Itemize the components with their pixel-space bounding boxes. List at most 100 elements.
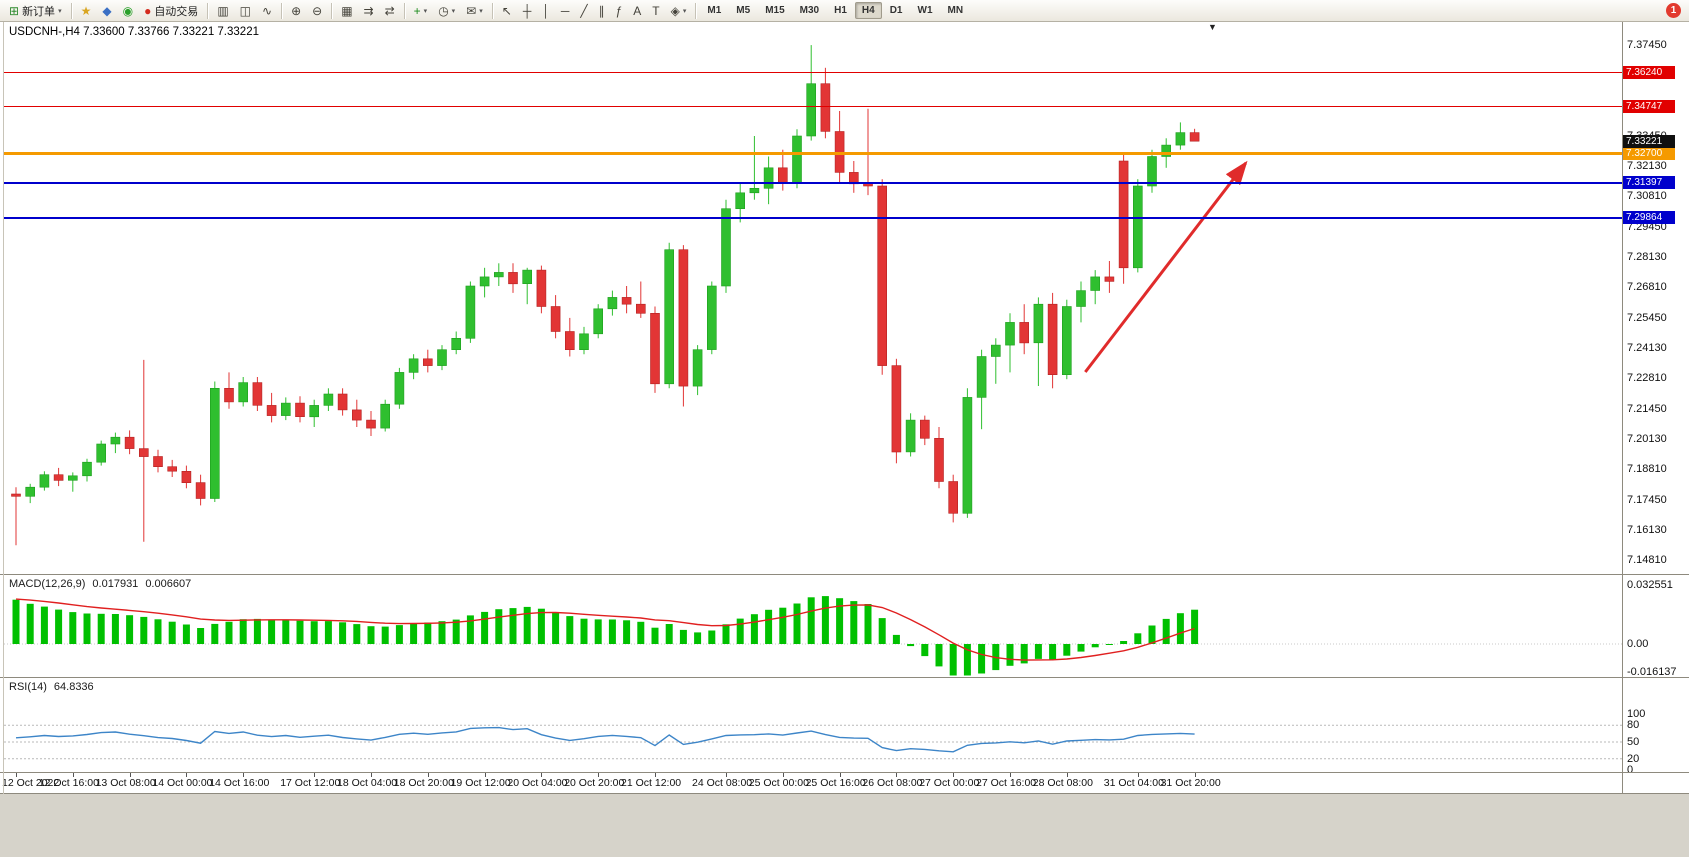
macd-histogram-bar [1162, 618, 1170, 644]
timeframe-button-w1[interactable]: W1 [917, 5, 933, 16]
time-axis-label: 18 Oct 04:00 [337, 777, 398, 789]
timeframe-button-mn[interactable]: MN [947, 5, 964, 16]
timeframe-button-m5[interactable]: M5 [736, 5, 751, 16]
candle-body [124, 436, 135, 449]
candle-body [422, 358, 433, 366]
candle-body [664, 249, 675, 385]
candle-body [82, 461, 92, 477]
periods-button[interactable]: ◷ ▾ [433, 2, 460, 20]
horizontal-line-object[interactable] [4, 181, 1622, 184]
indicators-button[interactable]: + ▾ [409, 2, 433, 20]
price-axis-label: 7.24130 [1627, 341, 1667, 354]
rsi-name: RSI(14) [9, 681, 47, 693]
chart-shift-button[interactable]: ⇄ [380, 2, 400, 20]
favorites-icon[interactable]: ★ [76, 2, 97, 20]
channel-icon: ∥ [598, 3, 605, 18]
time-axis-tick [726, 773, 727, 777]
macd-histogram-bar [1063, 644, 1071, 656]
time-axis-label: 27 Oct 16:00 [976, 777, 1037, 789]
cursor-button[interactable]: ↖ [497, 2, 517, 20]
timeframe-button-m30[interactable]: M30 [799, 5, 820, 16]
candlestick-chart-button[interactable]: ◫ [235, 2, 256, 20]
auto-scroll-button[interactable]: ⇉ [359, 2, 379, 20]
fibonacci-button[interactable]: ƒ [611, 2, 628, 20]
bar-chart-button[interactable]: ▥ [212, 2, 233, 20]
macd-histogram-bar [580, 618, 588, 644]
price-line-badge: 7.32700 [1623, 146, 1675, 160]
contacts-icon[interactable]: ◆ [97, 2, 116, 20]
label-button[interactable]: T [647, 2, 664, 20]
timeframe-button-h1[interactable]: H1 [834, 5, 847, 16]
horizontal-line-object[interactable] [4, 72, 1622, 74]
horizontal-line-button[interactable]: ─ [556, 2, 575, 20]
horizontal-line-object[interactable] [4, 106, 1622, 108]
candle-body [621, 297, 632, 305]
candle-body [763, 167, 774, 189]
zoom-in-button[interactable]: ⊕ [286, 2, 306, 20]
time-axis-tick [484, 773, 486, 777]
notification-badge[interactable]: 1 [1666, 3, 1681, 18]
trendline-button[interactable]: ╱ [575, 2, 592, 20]
panel-separator[interactable] [0, 574, 1689, 575]
new-order-button[interactable]: ⊞ 新订单 ▾ [4, 2, 67, 20]
time-axis-tick [16, 773, 17, 777]
timeframe-button-d1[interactable]: D1 [889, 5, 903, 16]
candle-body [934, 437, 944, 482]
tile-windows-button[interactable]: ▦ [336, 2, 357, 20]
bar-chart-icon: ▥ [217, 3, 229, 18]
candle-body [1033, 303, 1044, 344]
panel-separator[interactable] [0, 677, 1689, 678]
time-axis-label: 27 Oct 00:00 [919, 777, 980, 789]
candle-body [408, 358, 419, 373]
macd-histogram-bar [111, 614, 119, 644]
candle-body [110, 436, 121, 445]
macd-histogram-bar [339, 622, 347, 644]
rsi-scale-label: 20 [1627, 752, 1640, 765]
autotrade-button[interactable]: ● 自动交易 [139, 2, 203, 20]
candle-body [635, 303, 646, 314]
macd-histogram-bar [296, 620, 304, 644]
rsi-panel-chart[interactable] [4, 678, 1622, 772]
candle-body [607, 297, 618, 310]
macd-panel-chart[interactable] [4, 575, 1622, 676]
candle-body [266, 405, 277, 416]
trend-arrow-object[interactable] [1084, 160, 1248, 373]
toolbar-button-label: 新订单 [22, 5, 56, 18]
timeframe-button-m1[interactable]: M1 [707, 5, 722, 16]
vertical-line-button[interactable]: │ [537, 2, 555, 20]
candle-body [1062, 306, 1072, 375]
macd-histogram-bar [509, 608, 517, 644]
rsi-scale-label: 50 [1627, 736, 1640, 748]
text-button[interactable]: A [628, 2, 646, 20]
chevron-down-icon: ▾ [423, 7, 428, 15]
time-axis-tick [655, 773, 656, 777]
macd-histogram-bar [750, 614, 758, 644]
time-axis-label: 25 Oct 16:00 [805, 777, 866, 789]
macd-histogram-bar [878, 618, 886, 644]
price-axis-label: 7.22810 [1627, 371, 1667, 384]
zoom-out-button[interactable]: ⊖ [307, 2, 327, 20]
candle-body [493, 272, 504, 278]
shapes-button[interactable]: ◈ ▾ [666, 2, 692, 20]
templates-button[interactable]: ✉ ▾ [461, 2, 488, 20]
channel-button[interactable]: ∥ [594, 2, 610, 20]
candle-body [1019, 322, 1030, 344]
price-axis-label: 7.21450 [1627, 402, 1667, 415]
macd-histogram-bar [566, 616, 574, 644]
horizontal-line-object[interactable] [4, 216, 1622, 219]
line-chart-button[interactable]: ∿ [257, 2, 277, 20]
price-axis-label: 7.18810 [1627, 462, 1667, 475]
crosshair-button[interactable]: ┼ [518, 2, 537, 20]
candle-body [394, 372, 405, 405]
chevron-down-icon: ▾ [682, 7, 687, 15]
candle-body [593, 308, 604, 335]
signals-icon[interactable]: ◉ [118, 2, 138, 20]
price-chart[interactable] [4, 22, 1622, 574]
macd-histogram-bar [949, 644, 957, 676]
time-axis-label: 14 Oct 16:00 [209, 777, 270, 789]
timeframe-button-m15[interactable]: M15 [765, 5, 785, 16]
trendline-icon: ╱ [580, 3, 588, 18]
timeframe-button-h4[interactable]: H4 [854, 2, 882, 19]
candle-body [465, 285, 476, 339]
horizontal-line-object[interactable] [4, 151, 1622, 155]
